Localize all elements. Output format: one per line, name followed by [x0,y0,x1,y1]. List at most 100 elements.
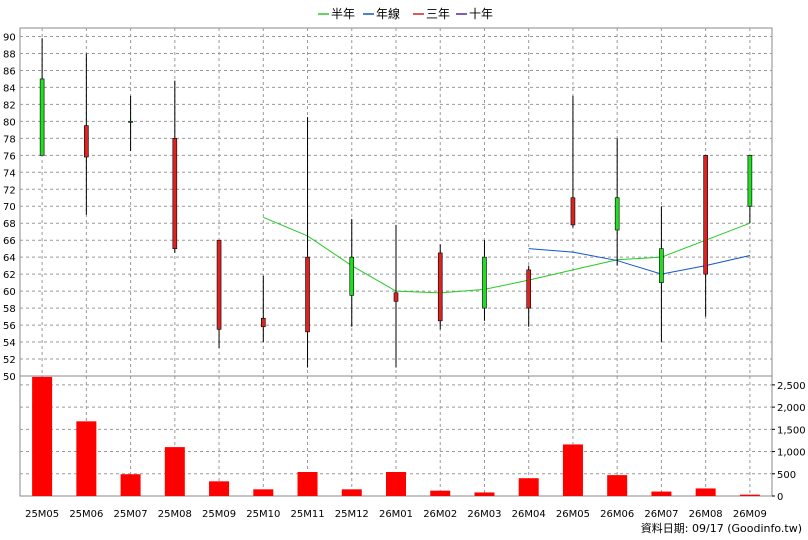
legend-label: 半年 [331,7,355,21]
candle-body [128,121,133,123]
candle-body [216,239,222,330]
x-tick-label: 26M02 [423,509,457,520]
footer-source: 資料日期: 09/17 (Goodinfo.tw) [641,521,802,535]
price-axis: 90 88 86 84 82 80 78 76 74 72 70 68 66 64 62 60 58 56 54 52… [3,32,16,383]
candle-body [482,256,487,309]
x-tick-label: 26M08 [689,509,723,520]
candle [659,206,664,343]
candle [216,239,222,348]
candle [570,95,576,228]
candle-body [172,138,178,249]
x-tick-label: 25M09 [202,509,236,520]
volume-bar [341,489,362,496]
candle [393,224,399,368]
candle-body [659,248,664,283]
x-tick-label: 26M03 [467,509,501,520]
x-tick-label: 26M05 [556,509,590,520]
volume-bar [695,488,716,496]
candle [84,53,89,215]
volume-bar [297,472,318,496]
price-tick-label: 74 [3,168,16,179]
price-tick-label: 80 [3,117,16,128]
price-tick-label: 76 [3,151,16,162]
candle [305,117,310,368]
x-axis: 25M05 25M06 25M07 25M08 25M09 25M10 25M11 25M12… [25,509,767,520]
price-tick-label: 68 [3,219,16,230]
x-tick-label: 26M01 [379,509,413,520]
volume-bars [32,376,760,496]
candle-body [393,292,399,302]
volume-tick-label: 1,500 [777,425,806,436]
price-tick-label: 84 [3,83,16,94]
volume-axis: 2,500 2,000 1,500 1,000 500 0 [772,381,806,503]
moving-average-lines [263,216,751,294]
candle-body [349,256,355,296]
candle-body [437,252,443,322]
price-tick-label: 60 [3,287,16,298]
volume-bar [253,489,274,496]
legend-label: 年線 [376,6,400,21]
x-tick-label: 25M10 [246,509,280,520]
x-tick-label: 25M05 [25,509,59,520]
candle-body [570,197,576,226]
volume-bar [386,472,406,496]
legend-label: 三年 [426,7,450,21]
x-tick-label: 26M09 [733,509,767,520]
candle [614,138,620,266]
candle [128,95,133,152]
candle-body [703,155,708,275]
x-tick-label: 25M11 [290,509,324,520]
candle-body [260,317,266,328]
price-tick-label: 50 [3,372,16,383]
price-tick-label: 88 [3,49,16,60]
candle [482,240,487,321]
volume-bar [518,478,539,496]
candle [526,265,532,327]
candle [437,244,443,330]
candle-body [614,197,620,231]
candle [349,218,355,327]
volume-bar [164,447,185,496]
volume-tick-label: 1,000 [777,448,806,459]
volume-tick-label: 500 [777,470,796,481]
ma-year-line [528,248,750,275]
candlesticks [39,38,753,368]
volume-bar [651,491,672,496]
volume-bar [607,475,628,496]
candle-body [747,155,753,207]
price-tick-label: 90 [3,32,16,43]
volume-tick-label: 0 [777,492,783,503]
candle-body [526,269,532,309]
x-tick-label: 26M07 [644,509,678,520]
candle [172,80,178,253]
price-tick-label: 70 [3,202,16,213]
x-tick-label: 25M07 [114,509,148,520]
volume-tick-label: 2,500 [777,381,806,392]
candle [747,155,753,224]
candle [703,155,708,317]
volume-bar [562,444,583,496]
price-tick-label: 56 [3,321,16,332]
candle-body [84,125,89,158]
price-tick-label: 86 [3,66,16,77]
price-tick-label: 58 [3,304,16,315]
volume-bar [120,474,141,496]
candle-body [305,256,310,333]
price-tick-label: 62 [3,270,16,281]
volume-bar [209,481,230,496]
price-tick-label: 54 [3,338,16,349]
price-tick-label: 78 [3,134,16,145]
x-tick-label: 26M04 [512,509,546,520]
candle [39,38,45,156]
legend: 半年 年線 三年 十年 [318,6,493,21]
legend-label: 十年 [469,7,493,21]
x-tick-label: 25M12 [335,509,369,520]
x-tick-label: 25M08 [158,509,192,520]
price-tick-label: 66 [3,236,16,247]
price-tick-label: 52 [3,355,16,366]
x-tick-label: 26M06 [600,509,634,520]
candle [260,275,266,343]
volume-tick-label: 2,000 [777,403,806,414]
volume-bar [76,421,97,496]
